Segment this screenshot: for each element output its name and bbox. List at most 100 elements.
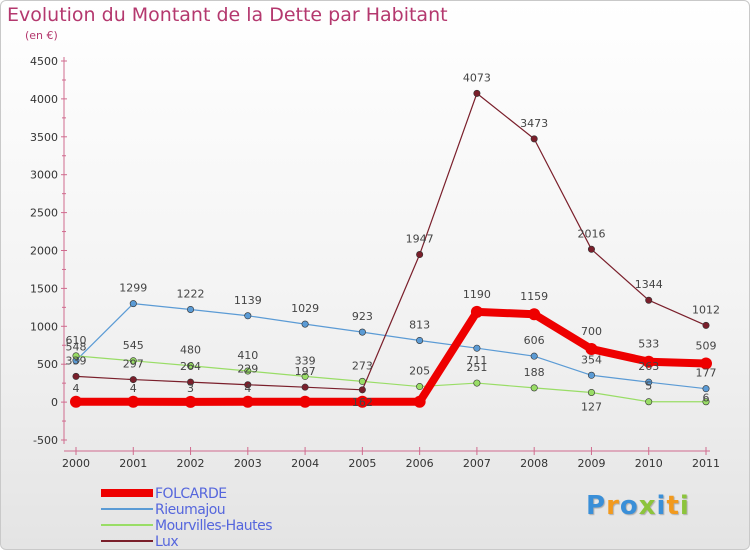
x-tick-label: 2000 [62, 457, 90, 470]
data-point-lux [473, 89, 481, 97]
data-point-lux [702, 321, 710, 329]
data-label-mourvilles-hautes: 188 [524, 366, 545, 379]
data-point-lux [645, 296, 653, 304]
data-label-mourvilles-hautes: 339 [295, 354, 316, 367]
logo-letter: r [606, 491, 620, 521]
data-label-mourvilles-hautes: 205 [409, 365, 430, 378]
legend-label-rieumajou: Rieumajou [155, 502, 225, 518]
data-label-folcarde: 509 [696, 340, 717, 353]
data-label-lux: 3473 [520, 117, 548, 130]
data-point-rieumajou [301, 320, 309, 328]
data-point-rieumajou [187, 305, 195, 313]
data-label-folcarde: 1159 [520, 290, 548, 303]
data-point-rieumajou [702, 385, 710, 393]
legend-label-folcarde: FOLCARDE [155, 486, 227, 502]
data-label-lux: 339 [66, 354, 87, 367]
x-tick-label: 2011 [692, 457, 720, 470]
y-tick-label: 3000 [30, 169, 58, 182]
data-label-rieumajou: 354 [581, 353, 602, 366]
data-label-rieumajou: 813 [409, 318, 430, 331]
data-point-mourvilles-hautes [187, 362, 195, 370]
data-point-mourvilles-hautes [587, 388, 595, 396]
data-point-folcarde [299, 395, 312, 408]
data-label-folcarde: 3 [187, 382, 194, 395]
series-line-mourvilles-hautes [75, 355, 707, 403]
data-point-folcarde [470, 305, 483, 318]
logo-letter: P [586, 491, 607, 521]
data-label-folcarde: 4 [73, 382, 80, 395]
data-label-mourvilles-hautes: 480 [180, 344, 201, 357]
x-tick-label: 2008 [520, 457, 548, 470]
x-tick-label: 2009 [577, 457, 605, 470]
data-point-folcarde [700, 357, 712, 370]
data-point-lux [301, 383, 309, 391]
data-label-lux: 4073 [463, 71, 491, 84]
data-point-rieumajou [244, 312, 252, 320]
x-tick-label: 2003 [234, 457, 262, 470]
logo-letter: x [638, 491, 657, 521]
legend-label-lux: Lux [155, 534, 178, 549]
x-tick-label: 2005 [348, 457, 376, 470]
y-tick-label: 3500 [30, 131, 58, 144]
x-tick-label: 2004 [291, 457, 319, 470]
series-line-folcarde [72, 307, 710, 406]
y-tick-label: -500 [33, 434, 58, 447]
data-label-rieumajou: 263 [638, 360, 659, 373]
data-point-lux [244, 381, 252, 389]
logo-letter: i [656, 491, 667, 521]
data-point-folcarde [528, 308, 541, 321]
data-label-rieumajou: 548 [66, 341, 87, 354]
data-label-mourvilles-hautes: 127 [581, 400, 602, 413]
data-point-lux [587, 245, 595, 253]
data-label-lux: 2016 [577, 227, 605, 240]
data-point-mourvilles-hautes [702, 398, 710, 406]
y-tick-label: 2000 [30, 245, 58, 258]
series-line-rieumajou [75, 303, 707, 390]
data-label-folcarde: 700 [581, 325, 602, 338]
data-label-mourvilles-hautes: 6 [703, 392, 710, 405]
x-tick-label: 2006 [406, 457, 434, 470]
logo-letter: o [619, 491, 639, 521]
data-point-mourvilles-hautes [473, 379, 481, 387]
data-point-mourvilles-hautes [645, 398, 653, 406]
y-tick-label: 2500 [30, 207, 58, 220]
chart-title: Evolution du Montant de la Dette par Hab… [7, 4, 448, 26]
logo-letter: i [679, 491, 690, 521]
data-point-folcarde [70, 395, 82, 408]
data-point-folcarde [356, 395, 369, 408]
data-label-mourvilles-hautes: 273 [352, 359, 373, 372]
data-label-rieumajou: 1029 [291, 302, 319, 315]
y-tick-label: 500 [37, 358, 58, 371]
data-label-rieumajou: 711 [466, 354, 487, 367]
data-point-mourvilles-hautes [244, 367, 252, 375]
y-tick-label: 0 [51, 396, 58, 409]
x-tick-label: 2010 [635, 457, 663, 470]
data-point-rieumajou [587, 371, 595, 379]
data-label-folcarde: 1190 [463, 288, 491, 301]
data-point-lux [187, 378, 195, 386]
data-label-lux: 297 [123, 358, 144, 371]
data-point-mourvilles-hautes [416, 383, 424, 391]
data-point-lux [416, 251, 424, 259]
series-line-lux [75, 92, 707, 391]
data-point-folcarde [241, 395, 254, 408]
data-label-lux: 1012 [692, 303, 720, 316]
data-point-folcarde [642, 355, 655, 368]
data-label-mourvilles-hautes: 610 [66, 334, 87, 347]
data-label-lux: 197 [295, 365, 316, 378]
data-label-mourvilles-hautes: 251 [466, 361, 487, 374]
data-label-rieumajou: 1139 [234, 294, 262, 307]
data-label-folcarde: 4 [244, 382, 251, 395]
data-point-lux [72, 372, 80, 380]
y-tick-label: 4500 [30, 55, 58, 68]
y-tick-label: 1000 [30, 320, 58, 333]
data-label-rieumajou: 923 [352, 310, 373, 323]
logo-letter: t [666, 491, 680, 521]
data-label-mourvilles-hautes: 5 [645, 380, 652, 393]
data-point-mourvilles-hautes [72, 352, 80, 360]
data-label-rieumajou: 1222 [177, 287, 205, 300]
x-tick-label: 2002 [177, 457, 205, 470]
proxiti-logo: Proxiti [586, 491, 690, 521]
